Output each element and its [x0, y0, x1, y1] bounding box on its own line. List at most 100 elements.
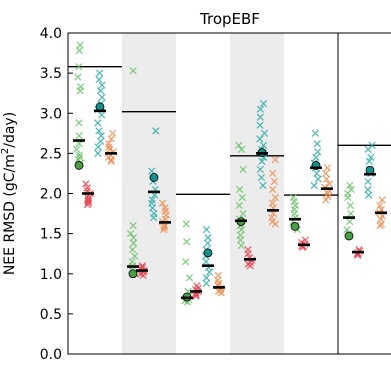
red-point-marker: [246, 262, 254, 270]
orange-point-marker: [107, 157, 116, 166]
orange-point-marker: [160, 223, 168, 231]
teal-point-marker: [314, 175, 322, 183]
teal-point-marker: [98, 93, 106, 101]
teal-point-marker: [98, 111, 106, 119]
teal-point-marker: [202, 274, 211, 282]
green-point-marker: [126, 230, 135, 238]
orange-point-marker: [269, 185, 277, 194]
orange-point-marker: [109, 129, 117, 137]
teal-point-marker: [94, 143, 102, 151]
green-point-marker: [128, 246, 137, 254]
teal-point-marker: [258, 157, 266, 166]
teal-point-marker: [205, 268, 214, 276]
green-point-marker: [185, 274, 194, 282]
teal-point-marker: [202, 258, 210, 266]
green-point-marker: [75, 63, 83, 71]
teal-point-marker: [204, 234, 212, 242]
green-point-marker: [344, 193, 352, 202]
teal-point-marker: [96, 87, 105, 95]
plot-frame: [67, 32, 391, 355]
teal-point-marker: [259, 181, 267, 190]
teal-point-marker: [95, 69, 104, 77]
orange-point-marker: [215, 279, 223, 288]
teal-point-marker: [202, 279, 210, 288]
green-point-marker: [346, 181, 354, 190]
orange-point-marker: [376, 201, 384, 210]
teal-point-marker: [148, 204, 157, 212]
green-point-marker: [76, 87, 84, 95]
teal-point-marker: [256, 113, 264, 121]
green-point-marker: [235, 141, 243, 149]
orange-point-marker: [269, 169, 277, 178]
teal-point-marker: [364, 145, 372, 153]
teal-point-marker: [259, 141, 268, 149]
teal-point-marker: [364, 185, 372, 194]
y-axis-label: NEE RMSD (gC/m2/day): [0, 112, 18, 275]
green-point-marker: [239, 165, 247, 174]
teal-point-marker: [95, 127, 103, 135]
y-axis-label-superscript: 2: [0, 148, 11, 154]
y-tick-label: 2.5: [40, 146, 62, 162]
teal-point-marker: [97, 137, 105, 145]
green-dot-marker: [128, 269, 138, 279]
green-point-marker: [237, 225, 245, 234]
orange-point-marker: [271, 220, 280, 228]
teal-point-marker: [94, 149, 102, 157]
reference-lines: [68, 66, 391, 196]
y-tick-label: 3.5: [40, 66, 62, 82]
red-point-marker: [82, 180, 90, 188]
teal-point-marker: [256, 165, 264, 174]
y-tick-label: 4.0: [40, 26, 62, 42]
green-point-marker: [75, 47, 83, 55]
teal-point-marker: [150, 213, 158, 222]
orange-point-marker: [322, 196, 330, 204]
y-tick-label: 3.0: [40, 106, 62, 122]
orange-point-marker: [270, 177, 279, 186]
red-point-marker: [244, 250, 252, 258]
orange-point-marker: [378, 196, 386, 204]
shaded-band: [122, 33, 176, 354]
green-point-marker: [346, 217, 354, 226]
green-point-marker: [182, 238, 191, 246]
green-point-marker: [75, 132, 83, 140]
y-tick-label: 0.0: [40, 347, 62, 361]
teal-dot-marker: [149, 173, 159, 182]
teal-point-marker: [313, 140, 321, 148]
green-dot-marker: [344, 231, 354, 241]
teal-point-marker: [256, 121, 264, 129]
y-ticks: 0.0 0.5 1.0 1.5 2.0 2.5 3.0 3.5 4.0: [40, 26, 73, 363]
teal-point-marker: [314, 148, 322, 156]
y-tick-label: 0.5: [40, 307, 62, 323]
red-point-marker: [83, 201, 92, 209]
y-tick-label: 1.0: [40, 267, 62, 283]
teal-point-marker: [311, 129, 320, 137]
teal-point-marker: [364, 177, 372, 186]
teal-point-marker: [257, 173, 266, 182]
green-point-marker: [235, 201, 243, 210]
green-point-marker: [238, 193, 246, 202]
y-tick-label: 1.5: [40, 227, 62, 243]
green-point-marker: [237, 242, 245, 250]
orange-point-marker: [107, 156, 115, 164]
teal-point-marker: [256, 135, 264, 143]
teal-point-marker: [152, 127, 160, 135]
green-point-marker: [74, 73, 82, 81]
orange-point-marker: [322, 169, 330, 178]
teal-point-marker: [313, 169, 321, 178]
green-dot-marker: [290, 222, 300, 231]
orange-point-marker: [217, 289, 225, 297]
y-axis-label-tail: /day): [2, 112, 18, 148]
orange-point-marker: [271, 156, 279, 164]
green-point-marker: [346, 201, 355, 210]
orange-point-marker: [160, 225, 168, 234]
orange-point-marker: [325, 180, 334, 188]
shaded-band: [230, 33, 284, 354]
green-point-marker: [129, 67, 137, 75]
orange-point-marker: [158, 199, 167, 207]
orange-point-marker: [107, 135, 115, 143]
teal-point-marker: [256, 105, 265, 113]
green-point-marker: [238, 145, 246, 153]
green-point-marker: [236, 185, 244, 194]
